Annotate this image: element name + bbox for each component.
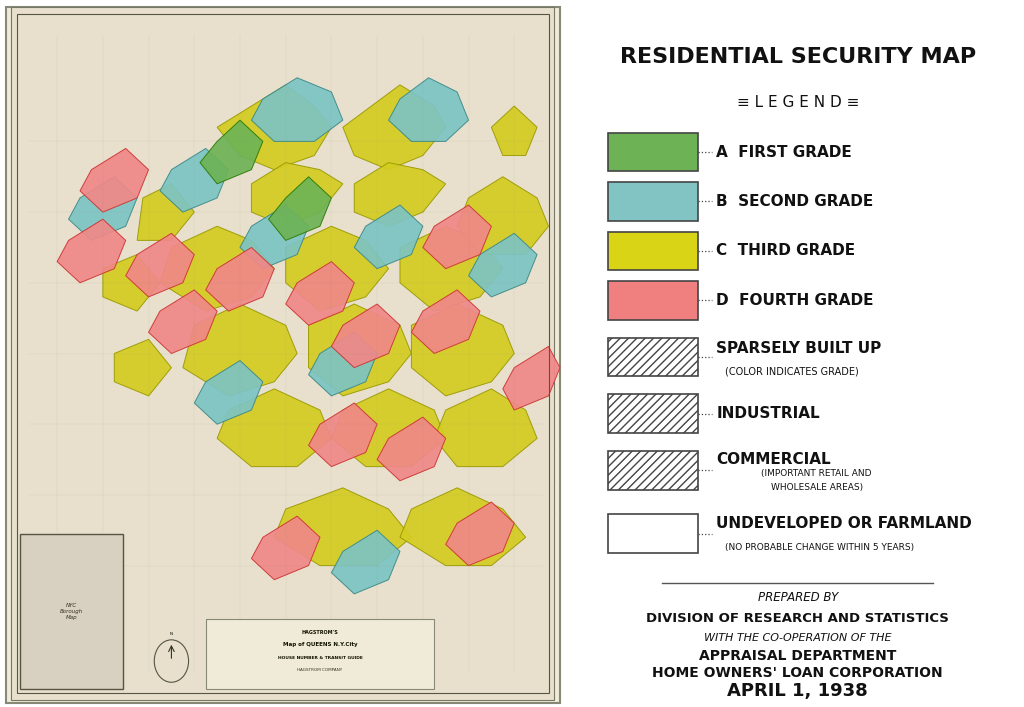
Text: WITH THE CO-OPERATION OF THE: WITH THE CO-OPERATION OF THE bbox=[703, 633, 892, 643]
Text: UNDEVELOPED OR FARMLAND: UNDEVELOPED OR FARMLAND bbox=[716, 515, 972, 531]
Bar bbox=[607, 394, 698, 433]
Polygon shape bbox=[252, 78, 343, 141]
Polygon shape bbox=[69, 177, 137, 240]
Polygon shape bbox=[240, 205, 308, 269]
Polygon shape bbox=[400, 488, 525, 566]
Text: INDUSTRIAL: INDUSTRIAL bbox=[716, 406, 820, 421]
Polygon shape bbox=[160, 148, 228, 212]
Polygon shape bbox=[57, 219, 126, 283]
Text: HAGSTROM'S: HAGSTROM'S bbox=[302, 630, 338, 636]
Text: ≡ L E G E N D ≡: ≡ L E G E N D ≡ bbox=[736, 95, 859, 110]
Polygon shape bbox=[388, 78, 469, 141]
Polygon shape bbox=[115, 339, 171, 396]
Polygon shape bbox=[492, 106, 538, 156]
Polygon shape bbox=[126, 233, 195, 297]
Polygon shape bbox=[457, 177, 549, 255]
Polygon shape bbox=[217, 389, 332, 467]
Bar bbox=[607, 182, 698, 221]
Polygon shape bbox=[102, 255, 160, 311]
Text: Map of QUEENS N.Y.City: Map of QUEENS N.Y.City bbox=[283, 642, 357, 648]
Polygon shape bbox=[148, 290, 217, 354]
Polygon shape bbox=[400, 226, 503, 311]
Polygon shape bbox=[343, 85, 445, 170]
Text: WHOLESALE AREAS): WHOLESALE AREAS) bbox=[770, 484, 862, 492]
Polygon shape bbox=[332, 530, 400, 594]
Text: RESIDENTIAL SECURITY MAP: RESIDENTIAL SECURITY MAP bbox=[620, 47, 976, 66]
Polygon shape bbox=[354, 163, 445, 226]
Text: SPARSELY BUILT UP: SPARSELY BUILT UP bbox=[716, 341, 882, 356]
Bar bbox=[20, 534, 123, 689]
Polygon shape bbox=[183, 304, 297, 396]
Text: N: N bbox=[170, 632, 173, 636]
Text: PREPARED BY: PREPARED BY bbox=[758, 591, 838, 604]
Polygon shape bbox=[332, 304, 400, 368]
Polygon shape bbox=[80, 148, 148, 212]
Bar bbox=[607, 133, 698, 171]
Polygon shape bbox=[469, 233, 538, 297]
Text: B  SECOND GRADE: B SECOND GRADE bbox=[716, 194, 873, 209]
Polygon shape bbox=[160, 226, 274, 311]
Bar bbox=[206, 619, 434, 689]
Polygon shape bbox=[195, 361, 263, 424]
Text: APPRAISAL DEPARTMENT: APPRAISAL DEPARTMENT bbox=[699, 649, 896, 663]
Polygon shape bbox=[274, 488, 412, 566]
Polygon shape bbox=[503, 346, 560, 410]
Polygon shape bbox=[434, 389, 538, 467]
Text: A  FIRST GRADE: A FIRST GRADE bbox=[716, 144, 852, 160]
Polygon shape bbox=[137, 184, 195, 240]
Text: NYC
Borough
Map: NYC Borough Map bbox=[59, 603, 83, 620]
Polygon shape bbox=[412, 304, 514, 396]
Bar bbox=[607, 451, 698, 489]
Bar bbox=[607, 337, 698, 376]
Polygon shape bbox=[377, 417, 445, 481]
Polygon shape bbox=[445, 502, 514, 566]
Text: COMMERCIAL: COMMERCIAL bbox=[716, 452, 830, 467]
Bar bbox=[607, 514, 698, 553]
Text: (COLOR INDICATES GRADE): (COLOR INDICATES GRADE) bbox=[725, 366, 859, 376]
Polygon shape bbox=[423, 205, 492, 269]
Polygon shape bbox=[206, 247, 274, 311]
Polygon shape bbox=[332, 389, 445, 467]
Text: C  THIRD GRADE: C THIRD GRADE bbox=[716, 243, 855, 259]
Polygon shape bbox=[200, 120, 263, 184]
Text: HOUSE NUMBER & TRANSIT GUIDE: HOUSE NUMBER & TRANSIT GUIDE bbox=[278, 655, 362, 660]
Text: HOME OWNERS' LOAN CORPORATION: HOME OWNERS' LOAN CORPORATION bbox=[652, 666, 943, 680]
Text: DIVISION OF RESEARCH AND STATISTICS: DIVISION OF RESEARCH AND STATISTICS bbox=[646, 612, 949, 625]
Text: HAGSTROM COMPANY: HAGSTROM COMPANY bbox=[297, 668, 343, 672]
Polygon shape bbox=[308, 332, 377, 396]
Text: APRIL 1, 1938: APRIL 1, 1938 bbox=[727, 682, 868, 701]
Bar bbox=[607, 281, 698, 320]
Polygon shape bbox=[252, 163, 343, 226]
Polygon shape bbox=[412, 290, 480, 354]
Polygon shape bbox=[286, 262, 354, 325]
Polygon shape bbox=[217, 85, 332, 170]
Text: (IMPORTANT RETAIL AND: (IMPORTANT RETAIL AND bbox=[762, 469, 872, 478]
Text: (NO PROBABLE CHANGE WITHIN 5 YEARS): (NO PROBABLE CHANGE WITHIN 5 YEARS) bbox=[725, 544, 914, 552]
Bar bbox=[607, 232, 698, 270]
Polygon shape bbox=[308, 403, 377, 467]
Polygon shape bbox=[286, 226, 388, 311]
Polygon shape bbox=[252, 516, 319, 580]
Text: D  FOURTH GRADE: D FOURTH GRADE bbox=[716, 293, 873, 308]
Polygon shape bbox=[308, 304, 412, 396]
Polygon shape bbox=[268, 177, 332, 240]
Polygon shape bbox=[354, 205, 423, 269]
